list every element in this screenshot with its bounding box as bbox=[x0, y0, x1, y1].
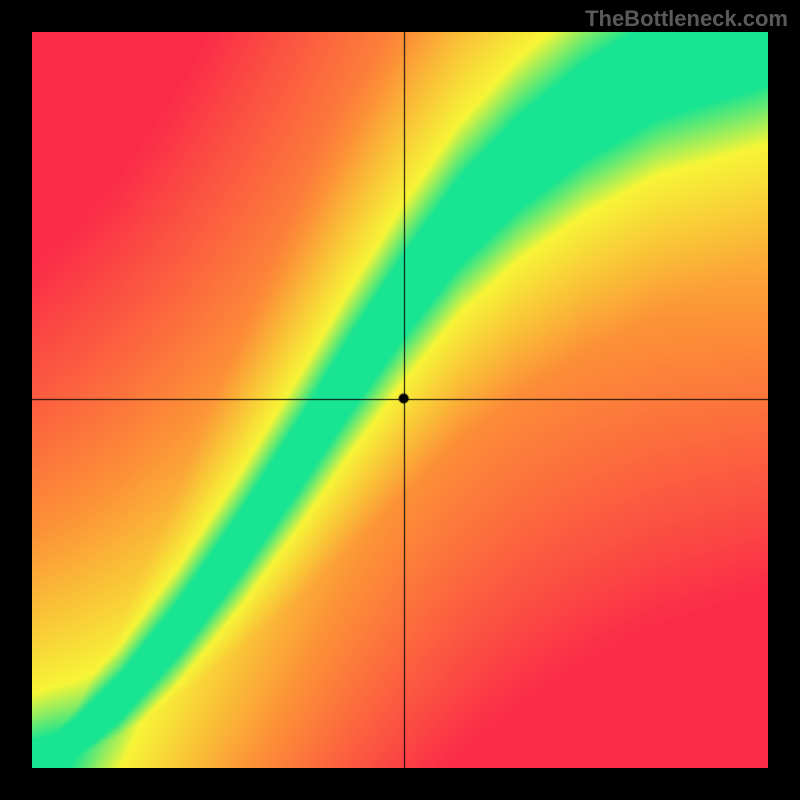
bottleneck-heatmap bbox=[32, 32, 768, 768]
watermark-text: TheBottleneck.com bbox=[585, 6, 788, 32]
chart-container: TheBottleneck.com bbox=[0, 0, 800, 800]
